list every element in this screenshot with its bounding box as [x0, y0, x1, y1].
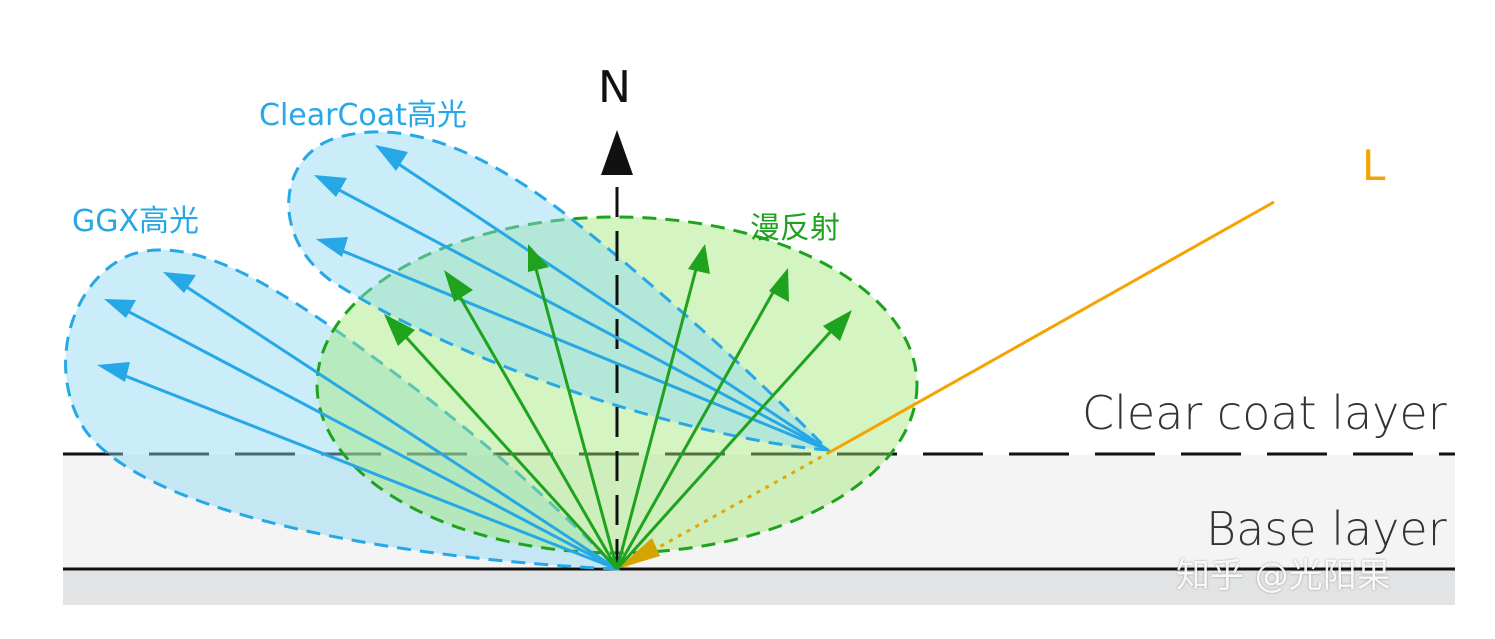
clearcoat-arrowhead: [375, 145, 408, 171]
diffuse-arrowhead: [528, 244, 549, 272]
light-label: L: [1362, 141, 1386, 190]
diffuse-arrow: [615, 253, 702, 570]
normal-label: N: [598, 62, 631, 113]
ggx-arrowhead: [97, 362, 130, 382]
ggx-specular-label: GGX高光: [72, 204, 200, 239]
refraction-angle-marker: [617, 538, 660, 569]
diffuse-arrowhead: [384, 314, 415, 346]
diffuse-arrow: [615, 279, 782, 570]
substrate-band: [63, 569, 1455, 605]
ggx-arrows: [109, 278, 618, 571]
clearcoat-arrowhead: [314, 175, 347, 197]
diffuse-arrowhead: [688, 244, 710, 274]
diffuse-arrow: [530, 253, 619, 570]
diffuse-arrowhead: [769, 268, 789, 302]
base-layer-band: [63, 455, 1455, 569]
base-layer-label: Base layer: [1206, 502, 1447, 556]
clearcoat-arrow: [327, 243, 829, 452]
diffuse-arrows: [393, 253, 843, 571]
ggx-arrowhead: [104, 299, 136, 318]
ggx-specular-lobe: [64, 248, 621, 571]
clearcoat-arrowhead: [316, 237, 348, 257]
clearcoat-arrow: [325, 181, 829, 452]
watermark: 知乎 @光阳果: [1176, 556, 1391, 596]
normal-arrowhead: [601, 130, 633, 175]
ggx-arrow: [109, 368, 618, 571]
diffuse-arrow: [615, 318, 843, 571]
clearcoat-specular-lobe: [287, 130, 832, 452]
ggx-arrow: [175, 278, 618, 571]
ggx-arrowheads: [97, 272, 196, 382]
light-direction-line: [829, 200, 1275, 454]
clearcoat-arrows: [325, 153, 829, 452]
diffuse-arrowhead: [823, 310, 852, 341]
clearcoat-arrow: [384, 153, 829, 452]
clear-coat-layer-label: Clear coat layer: [1082, 386, 1447, 440]
diffuse-label: 漫反射: [750, 211, 840, 246]
diffuse-arrow: [450, 282, 619, 570]
clearcoat-specular-label: ClearCoat高光: [259, 98, 467, 133]
ggx-arrowhead: [163, 272, 196, 293]
ggx-arrow: [115, 303, 618, 571]
diffuse-arrowhead: [444, 270, 473, 302]
diffuse-arrowheads: [384, 244, 852, 346]
diffuse-arrow: [393, 323, 619, 571]
clearcoat-arrowheads: [314, 145, 408, 257]
